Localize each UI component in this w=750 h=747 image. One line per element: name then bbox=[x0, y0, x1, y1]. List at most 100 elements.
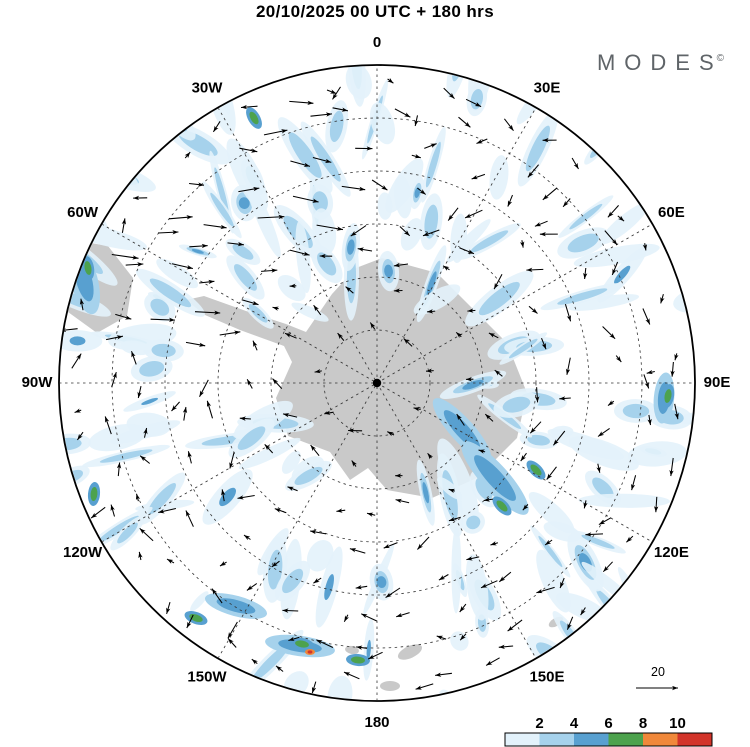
meridian-label: 30W bbox=[192, 80, 224, 97]
anomaly-blob-core bbox=[462, 379, 484, 390]
wind-vector-arrow bbox=[313, 304, 322, 316]
wind-vector-arrow bbox=[485, 657, 500, 666]
anomaly-streak bbox=[443, 410, 481, 450]
wind-vector-arrow bbox=[484, 413, 494, 422]
wind-vector-arrow bbox=[138, 551, 143, 561]
anomaly-streak bbox=[474, 455, 516, 501]
wind-vector-arrow bbox=[125, 262, 144, 267]
wind-vector-arrow bbox=[206, 400, 214, 419]
anomaly-blob-core bbox=[414, 187, 421, 198]
wind-vector-arrow bbox=[583, 500, 588, 509]
wind-vector-arrow bbox=[459, 247, 475, 255]
wind-vector-arrow bbox=[503, 118, 514, 132]
wind-vector-arrow bbox=[105, 335, 124, 341]
anomaly-blob-mid bbox=[282, 568, 304, 594]
green-maximum bbox=[351, 656, 365, 664]
wind-vector-arrow bbox=[583, 267, 588, 280]
meridian-label: 90E bbox=[704, 374, 731, 391]
anomaly-blob-core bbox=[60, 267, 74, 278]
wind-vector-arrow bbox=[507, 619, 523, 632]
wind-vector-arrow bbox=[289, 249, 310, 256]
island-landmass bbox=[397, 644, 423, 660]
anomaly-blob-core bbox=[347, 239, 355, 255]
wind-vector-arrow bbox=[607, 205, 619, 218]
wind-vector-arrow bbox=[131, 351, 137, 365]
wind-vector-arrow bbox=[536, 586, 555, 594]
anomaly-blob bbox=[306, 539, 334, 572]
wind-vector-arrow bbox=[371, 179, 388, 191]
wind-vector-arrow bbox=[559, 577, 565, 589]
anomaly-blob-mid bbox=[60, 437, 82, 451]
wind-vector-arrow bbox=[264, 444, 274, 454]
wind-vector-arrow bbox=[534, 220, 548, 227]
wind-vector-arrow bbox=[597, 427, 610, 437]
anomaly-blob-mid bbox=[557, 288, 608, 305]
reference-vector-legend: 20 bbox=[636, 665, 678, 691]
wind-vector-arrow bbox=[435, 672, 452, 677]
wind-vector-arrow bbox=[104, 416, 112, 435]
anomaly-blob-core bbox=[384, 264, 393, 278]
wind-vector-arrow bbox=[366, 512, 376, 517]
wind-vector-arrow bbox=[194, 310, 221, 315]
wind-vector-arrow bbox=[186, 614, 194, 629]
wind-vector-arrow bbox=[139, 455, 151, 464]
anomaly-blob-mid bbox=[312, 191, 328, 213]
wind-vector-arrow bbox=[287, 486, 298, 492]
wind-vector-arrow bbox=[611, 261, 619, 276]
wind-vector-arrow bbox=[562, 198, 571, 208]
wind-vector-arrow bbox=[158, 507, 177, 514]
anomaly-blob-mid bbox=[150, 298, 170, 316]
colorbar-cell bbox=[539, 733, 574, 746]
anomaly-blob bbox=[627, 441, 687, 467]
wind-vector-arrow bbox=[447, 207, 459, 221]
wind-vector-arrow bbox=[274, 508, 287, 514]
wind-vector-arrow bbox=[660, 294, 665, 304]
reference-vector-label: 20 bbox=[651, 665, 665, 679]
wind-vector-arrow bbox=[184, 151, 191, 159]
wind-vector-arrow bbox=[166, 601, 171, 615]
wind-vector-arrow bbox=[526, 267, 544, 273]
anomaly-blob bbox=[60, 489, 81, 519]
anomaly-blob-mid bbox=[255, 66, 272, 74]
anomaly-blob-core bbox=[700, 412, 724, 420]
wind-vector-arrow bbox=[387, 431, 395, 437]
anomaly-blob-mid bbox=[248, 304, 268, 323]
anomaly-blob-mid bbox=[527, 434, 550, 446]
wind-vector-arrow bbox=[507, 194, 513, 207]
anomaly-blob bbox=[584, 131, 614, 165]
wind-vector-arrow bbox=[185, 341, 206, 347]
wind-vector-arrow bbox=[458, 116, 471, 128]
wind-vector-arrow bbox=[199, 279, 215, 285]
anomaly-blob bbox=[207, 68, 236, 135]
wind-vector-arrow bbox=[393, 262, 409, 268]
wind-vector-arrow bbox=[422, 229, 440, 237]
south-pole-dot bbox=[372, 378, 382, 388]
anomaly-blob-mid bbox=[151, 343, 176, 358]
wind-vector-arrow bbox=[314, 368, 322, 374]
wind-vector-arrow bbox=[356, 645, 368, 650]
anomaly-blob-mid bbox=[581, 534, 615, 549]
wind-vector-arrow bbox=[171, 401, 180, 412]
anomaly-blob bbox=[156, 258, 199, 289]
wind-vector-arrow bbox=[221, 489, 226, 502]
meridian-label: 0 bbox=[373, 34, 381, 51]
wind-vector-arrow bbox=[227, 638, 237, 648]
anomaly-blob bbox=[400, 218, 423, 251]
anomaly-blob-mid bbox=[452, 66, 469, 82]
wind-vector-arrow bbox=[227, 621, 238, 639]
wind-vector-arrow bbox=[251, 658, 258, 665]
colorbar-tick-label: 8 bbox=[639, 715, 647, 732]
anomaly-shading-layer bbox=[60, 66, 724, 700]
wind-vector-arrow bbox=[448, 516, 461, 522]
wind-vector-arrow bbox=[289, 100, 314, 106]
modes-logo: MODES© bbox=[597, 50, 724, 76]
anomaly-blob bbox=[281, 450, 301, 474]
wind-vector-arrow bbox=[369, 322, 376, 330]
wind-vector-arrow bbox=[241, 299, 259, 306]
wind-vector-arrow bbox=[143, 427, 148, 438]
anomaly-blob bbox=[578, 493, 671, 508]
wind-vector-arrow bbox=[343, 614, 350, 622]
wind-vector-arrow bbox=[471, 173, 486, 180]
colorbar-tick-label: 2 bbox=[535, 715, 543, 732]
wind-vector-arrow bbox=[527, 164, 540, 178]
